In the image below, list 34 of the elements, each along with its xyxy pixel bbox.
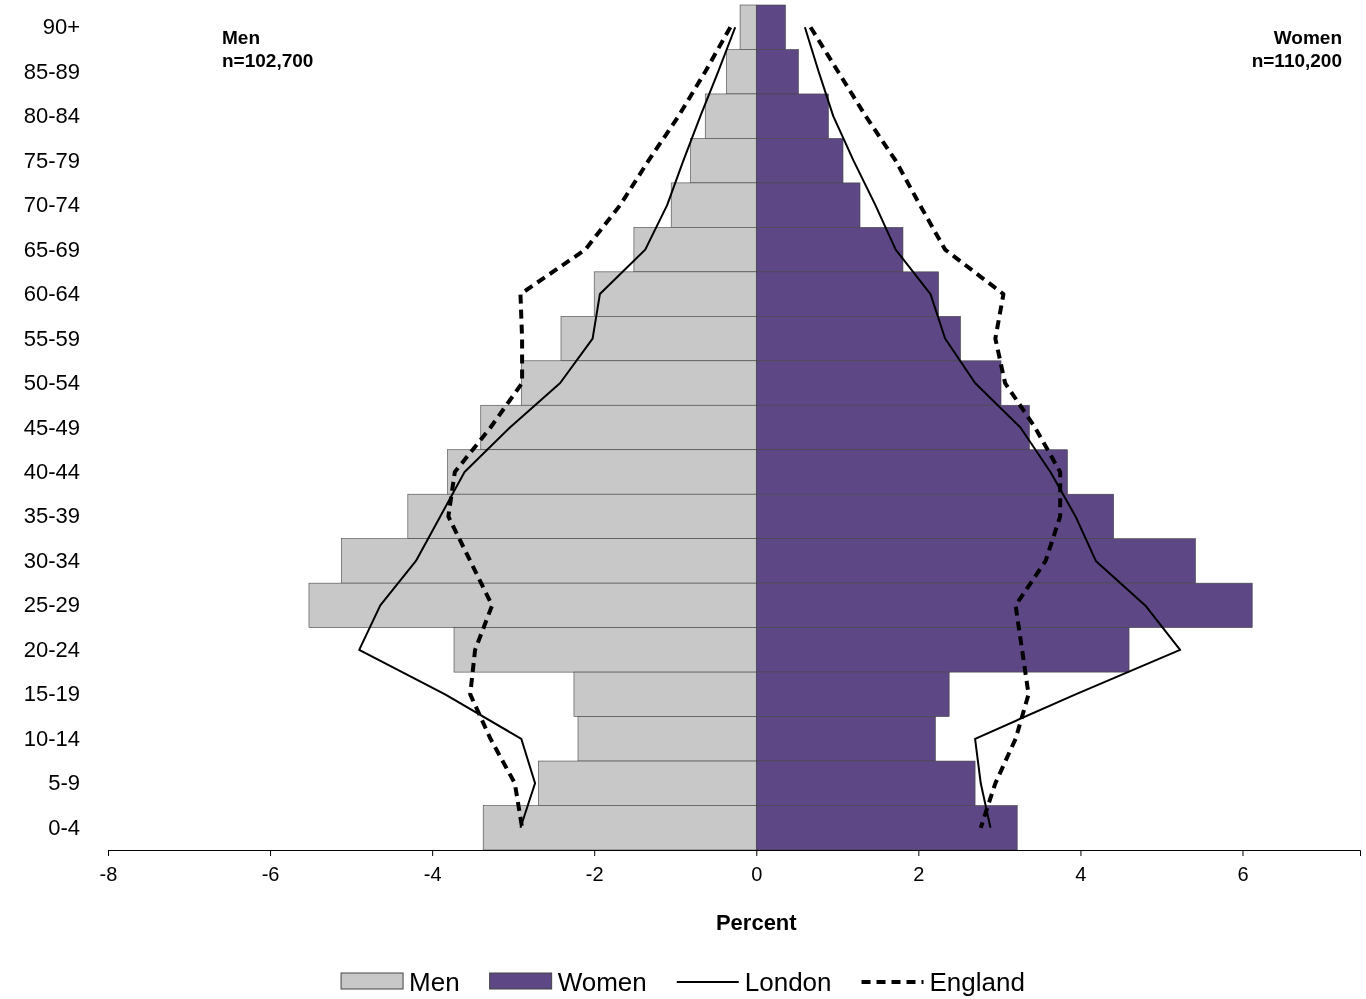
- y-tick-label: 90+: [42, 14, 80, 40]
- legend-label: London: [744, 967, 832, 997]
- y-tick-label: 5-9: [48, 770, 80, 796]
- annotation: Women n=110,200: [1251, 27, 1342, 71]
- x-tick-label: -6: [261, 863, 280, 885]
- legend-label: Women: [557, 967, 647, 997]
- x-tick-label: 0: [751, 863, 763, 885]
- x-tick-label: -4: [423, 863, 442, 885]
- y-tick-label: 45-49: [23, 414, 80, 440]
- y-tick-label: 15-19: [23, 681, 80, 707]
- x-tick-label: -2: [585, 863, 604, 885]
- y-tick-label: 20-24: [23, 636, 80, 662]
- y-tick-label: 30-34: [23, 547, 80, 573]
- x-tick-label: 6: [1237, 863, 1249, 885]
- y-tick-label: 35-39: [23, 503, 80, 529]
- y-tick-label: 65-69: [23, 236, 80, 262]
- y-tick-label: 50-54: [23, 370, 80, 396]
- y-tick-label: 75-79: [23, 147, 80, 173]
- y-tick-label: 85-89: [23, 58, 80, 84]
- y-tick-label: 80-84: [23, 103, 80, 129]
- y-tick-label: 55-59: [23, 325, 80, 351]
- x-axis-title: Percent: [715, 910, 798, 935]
- y-tick-label: 60-64: [23, 281, 80, 307]
- x-tick-label: 4: [1075, 863, 1087, 885]
- y-tick-label: 40-44: [23, 458, 80, 484]
- y-tick-label: 0-4: [48, 814, 80, 840]
- x-tick-label: 2: [913, 863, 925, 885]
- y-tick-label: 10-14: [23, 725, 80, 751]
- legend-label: England: [929, 967, 1025, 997]
- y-tick-label: 25-29: [23, 592, 80, 618]
- y-tick-label: 70-74: [23, 192, 80, 218]
- legend-label: Men: [409, 967, 460, 997]
- x-tick-label: -8: [99, 863, 118, 885]
- annotation: Men n=102,700: [222, 27, 314, 71]
